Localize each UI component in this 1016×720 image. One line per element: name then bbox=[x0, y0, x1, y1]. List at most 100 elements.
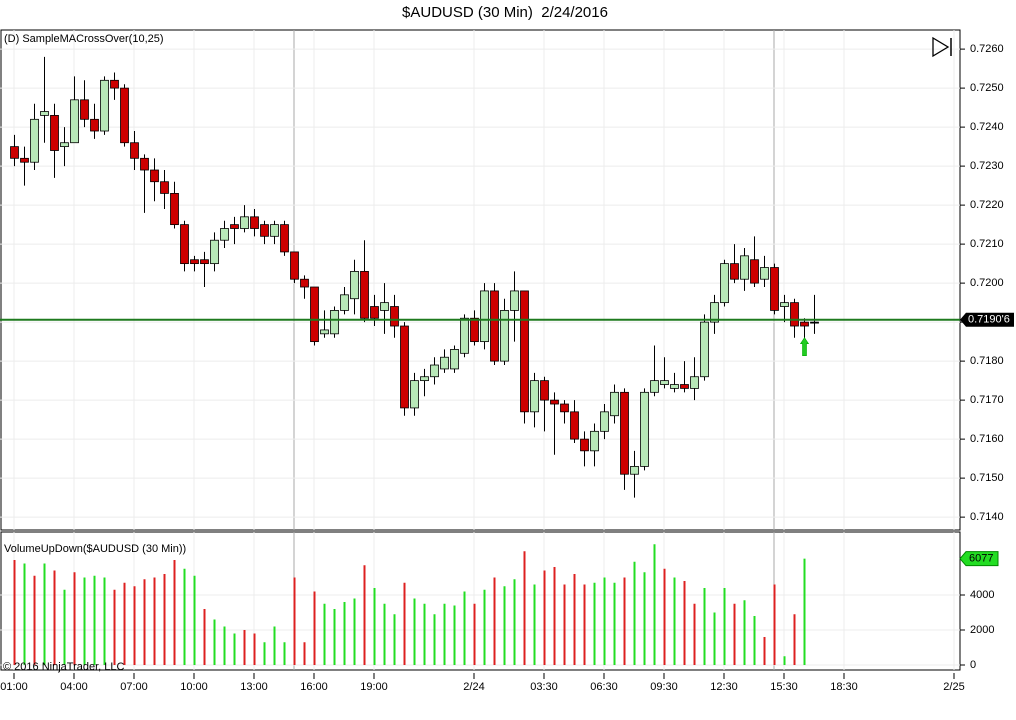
footer: © 2016 NinjaTrader, LLC bbox=[3, 661, 124, 673]
candle-body bbox=[320, 329, 329, 335]
x-tick-label: 09:30 bbox=[650, 681, 678, 693]
candle-body bbox=[610, 391, 619, 417]
volume-bar bbox=[23, 563, 26, 665]
volume-bar bbox=[83, 577, 86, 665]
candle-body bbox=[60, 142, 69, 148]
volume-bar bbox=[213, 619, 216, 665]
y-tick-label: 0.7170 bbox=[970, 394, 1004, 406]
candle-body bbox=[80, 99, 89, 120]
volume-bar bbox=[243, 629, 246, 665]
candle-body bbox=[10, 146, 19, 159]
volume-bar bbox=[593, 582, 596, 665]
y-tick-label: 0.7180 bbox=[970, 355, 1004, 367]
x-tick-label: 2/24 bbox=[463, 681, 484, 693]
candle-body bbox=[240, 216, 249, 229]
candle-body bbox=[750, 259, 759, 284]
candle-body bbox=[170, 193, 179, 226]
candle-body bbox=[770, 267, 779, 311]
volume-bar bbox=[693, 603, 696, 665]
candle-body bbox=[620, 391, 629, 475]
volume-bar bbox=[603, 577, 606, 665]
volume-bar bbox=[403, 582, 406, 665]
volume-bar bbox=[743, 600, 746, 665]
candle-body bbox=[490, 290, 499, 362]
candle-body bbox=[380, 302, 389, 311]
volume-bar bbox=[203, 608, 206, 665]
x-tick-label: 06:30 bbox=[590, 681, 618, 693]
volume-bar bbox=[363, 565, 366, 665]
candle-body bbox=[430, 364, 439, 378]
volume-bar bbox=[783, 656, 786, 665]
candle-body bbox=[190, 259, 199, 265]
volume-bar bbox=[753, 615, 756, 665]
candle-body bbox=[230, 224, 239, 229]
volume-bar bbox=[613, 582, 616, 665]
volume-bar bbox=[133, 586, 136, 665]
indicator-label: (D) SampleMACrossOver(10,25) bbox=[4, 33, 164, 45]
candle-body bbox=[810, 321, 819, 324]
x-tick-label: 13:00 bbox=[240, 681, 268, 693]
volume-bar bbox=[393, 614, 396, 665]
volume-bar bbox=[573, 573, 576, 665]
candle-body bbox=[360, 271, 369, 319]
volume-bar bbox=[803, 558, 806, 665]
price-panel bbox=[0, 29, 961, 531]
last-volume-label: 6077 bbox=[969, 553, 993, 565]
candle-body bbox=[480, 290, 489, 343]
volume-bar bbox=[113, 589, 116, 665]
volume-panel bbox=[0, 531, 961, 671]
candle-body bbox=[630, 466, 639, 475]
volume-bar bbox=[643, 572, 646, 665]
candle-body bbox=[640, 391, 649, 467]
x-tick-label: 12:30 bbox=[710, 681, 738, 693]
y-tick-label: 0.7230 bbox=[970, 160, 1004, 172]
candle-body bbox=[720, 263, 729, 304]
candle-body bbox=[260, 224, 269, 237]
volume-bar bbox=[683, 580, 686, 665]
volume-bar bbox=[553, 566, 556, 665]
candle-body bbox=[500, 310, 509, 362]
candle-body bbox=[90, 118, 99, 132]
volume-bar bbox=[723, 587, 726, 665]
candle-body bbox=[710, 302, 719, 323]
candle-body bbox=[470, 317, 479, 343]
play-icon[interactable] bbox=[932, 36, 952, 58]
candle-body bbox=[210, 239, 219, 265]
volume-bar bbox=[623, 577, 626, 665]
volume-bar bbox=[793, 614, 796, 665]
x-tick-label: 19:00 bbox=[360, 681, 388, 693]
candle-body bbox=[310, 286, 319, 343]
volume-bar bbox=[543, 570, 546, 665]
candle-body bbox=[370, 306, 379, 319]
volume-bar bbox=[263, 642, 266, 665]
volume-bar bbox=[513, 579, 516, 665]
x-tick-label: 10:00 bbox=[180, 681, 208, 693]
last-volume-box bbox=[959, 551, 999, 567]
volume-bar bbox=[733, 603, 736, 665]
volume-bar bbox=[373, 587, 376, 665]
candle-body bbox=[100, 79, 109, 132]
play-triangle[interactable] bbox=[932, 36, 950, 58]
candle-body bbox=[270, 224, 279, 237]
volume-bar bbox=[333, 608, 336, 665]
candle-body bbox=[530, 380, 539, 413]
candle-body bbox=[730, 263, 739, 280]
volume-bar bbox=[493, 577, 496, 665]
volume-bar bbox=[163, 573, 166, 665]
candle-body bbox=[130, 142, 139, 159]
volume-bar bbox=[353, 598, 356, 665]
candle-body bbox=[350, 271, 359, 300]
candle-body bbox=[670, 384, 679, 389]
candle-body bbox=[570, 411, 579, 440]
marks bbox=[0, 56, 960, 665]
candle-body bbox=[50, 115, 59, 151]
candle-body bbox=[660, 380, 669, 385]
candle-body bbox=[220, 228, 229, 241]
volume-bar bbox=[253, 633, 256, 665]
x-tick-label: 18:30 bbox=[830, 681, 858, 693]
volume-bar bbox=[123, 582, 126, 665]
volume-bar bbox=[43, 563, 46, 665]
candle-body bbox=[690, 376, 699, 389]
candle-body bbox=[790, 302, 799, 327]
volume-bar bbox=[583, 584, 586, 665]
